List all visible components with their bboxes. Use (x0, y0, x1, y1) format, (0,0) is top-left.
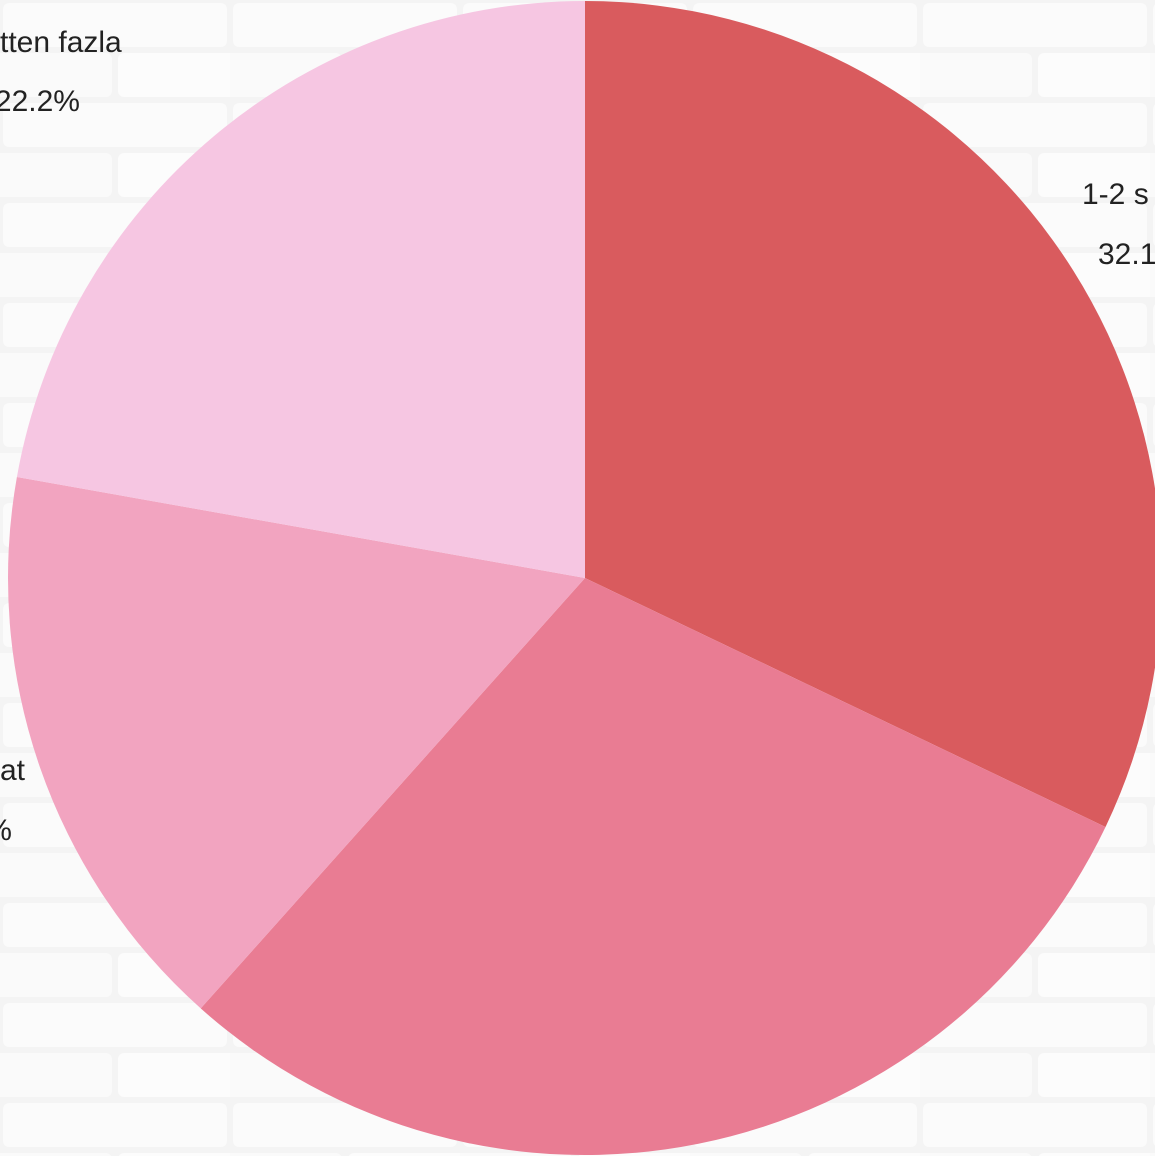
pie-slice (200, 578, 1106, 1156)
value-label: 22.2% (0, 85, 80, 118)
value-label: 16.2% (0, 814, 12, 847)
slice-label: at (0, 754, 26, 787)
pie-slice (8, 477, 586, 1009)
slice-label: 1-2 s (1082, 178, 1149, 211)
value-label: 32.1% (1098, 238, 1155, 271)
pie-slice (16, 1, 586, 578)
pie-slice (585, 1, 1155, 827)
slice-label: tten fazla (0, 26, 122, 59)
pie (8, 1, 1155, 1156)
labels: 1-2 s 32.1% at 16.2% tten fazla 22.2% (0, 26, 1155, 847)
